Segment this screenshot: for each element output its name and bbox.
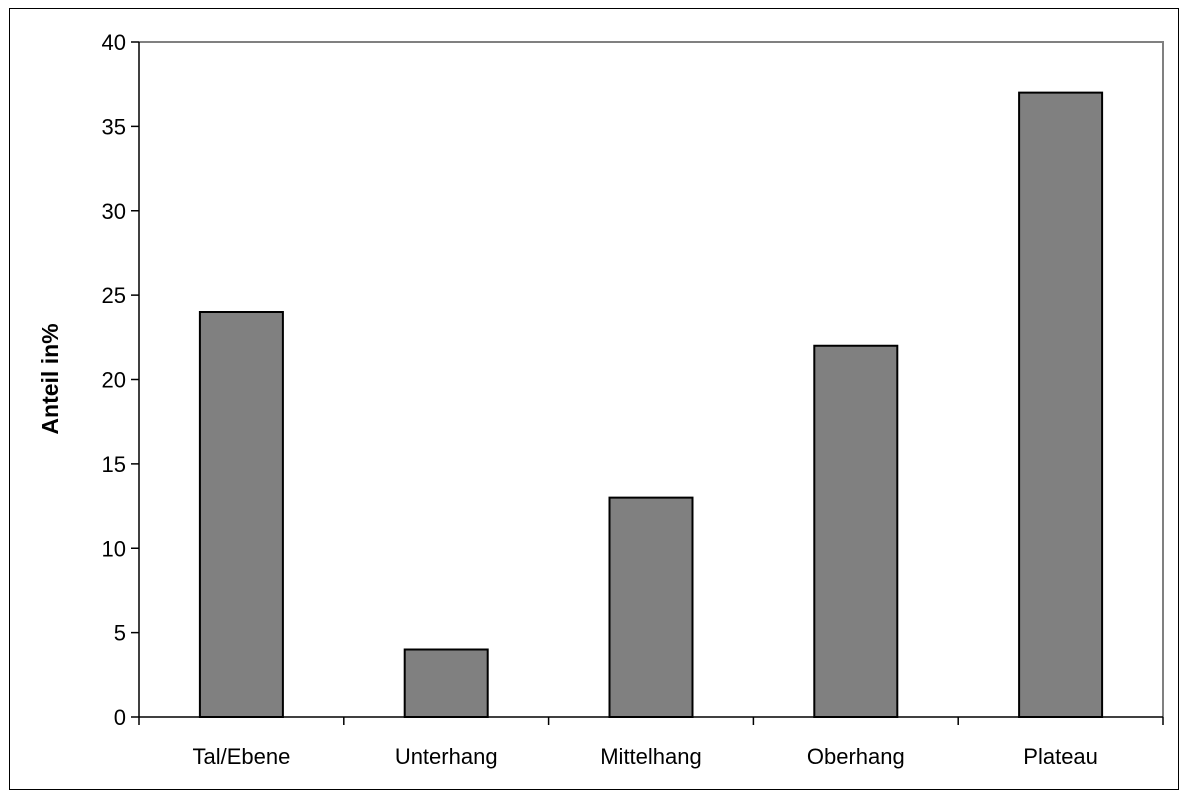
- y-tick-label: 40: [102, 30, 126, 55]
- y-tick-label: 30: [102, 199, 126, 224]
- x-tick-label: Tal/Ebene: [192, 744, 290, 769]
- y-tick-labels: 0 5 10 15 20 25 30 35 40: [102, 30, 126, 730]
- bars: [198, 91, 1104, 718]
- plot-area: [139, 41, 1164, 717]
- bar-unterhang: [403, 648, 489, 718]
- x-tick-label: Oberhang: [807, 744, 905, 769]
- x-tick-label: Unterhang: [395, 744, 498, 769]
- x-tick-labels: Tal/Ebene Unterhang Mittelhang Oberhang Plat…: [192, 744, 1097, 769]
- x-tick-label: Mittelhang: [600, 744, 702, 769]
- y-tick-label: 5: [114, 621, 126, 646]
- y-tick-label: 10: [102, 536, 126, 561]
- y-tick-label: 15: [102, 452, 126, 477]
- y-tick-label: 20: [102, 368, 126, 393]
- plot-border: [139, 41, 1164, 717]
- y-tick-label: 25: [102, 283, 126, 308]
- bar-plateau: [1018, 91, 1104, 718]
- x-tick-label: Plateau: [1023, 744, 1098, 769]
- bar-oberhang: [813, 344, 899, 718]
- bar-mittelhang: [608, 496, 694, 718]
- y-axis-title: Anteil in%: [37, 323, 63, 434]
- bar-tal-ebene: [198, 311, 284, 718]
- y-tick-label: 35: [102, 114, 126, 139]
- y-tick-label: 0: [114, 705, 126, 730]
- axes: [131, 41, 1164, 725]
